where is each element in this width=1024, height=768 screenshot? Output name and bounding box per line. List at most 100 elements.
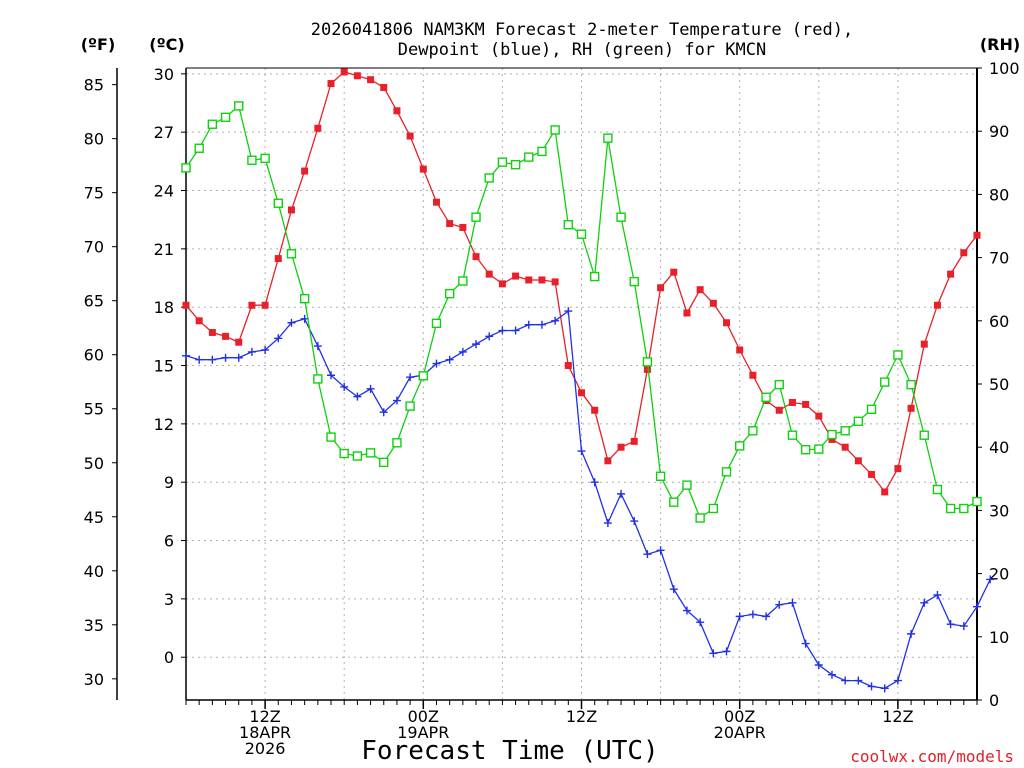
dewpoint-point	[946, 620, 955, 629]
dewpoint-point	[893, 676, 902, 685]
rh-point	[761, 392, 771, 402]
temperature-point	[788, 398, 796, 406]
dewpoint-point	[973, 602, 981, 611]
dewpoint-point	[933, 590, 942, 599]
rh-tick-label: 0	[989, 691, 999, 710]
temperature-point	[591, 406, 599, 414]
dewpoint-point	[564, 307, 573, 316]
rh-point	[247, 155, 257, 165]
rh-point	[866, 404, 877, 414]
rh-point	[234, 101, 244, 111]
rh-tick-label: 50	[989, 375, 1009, 394]
temperature-point	[854, 457, 862, 465]
temperature-point	[564, 362, 572, 370]
rh-point	[365, 448, 376, 458]
rh-tick-label: 80	[989, 185, 1009, 204]
temperature-point	[723, 319, 731, 327]
celsius-tick-label: 24	[154, 182, 174, 201]
x-tick-label: 20APR	[714, 723, 766, 742]
temperature-point	[960, 249, 968, 257]
rh-point	[669, 497, 679, 507]
dewpoint-line	[185, 309, 991, 689]
rh-point	[484, 173, 494, 183]
rh-point	[431, 318, 442, 329]
rh-point	[840, 426, 850, 436]
rh-point	[458, 276, 468, 286]
rh-point	[260, 153, 270, 164]
x-tick-label: 00Z	[724, 707, 755, 726]
temperature-point	[208, 328, 216, 336]
dewpoint-point	[182, 351, 190, 360]
temperature-point	[657, 284, 665, 292]
rh-point	[972, 496, 982, 507]
rh-series	[181, 101, 982, 523]
temperature-point	[775, 406, 783, 414]
dewpoint-point	[195, 355, 204, 364]
dewpoint-point	[313, 342, 322, 351]
dewpoint-point	[880, 684, 889, 693]
rh-unit-label: (RH)	[980, 35, 1020, 54]
temperature-series	[182, 68, 981, 496]
dewpoint-point	[656, 546, 665, 555]
rh-point	[906, 379, 916, 390]
rh-tick-label: 40	[989, 438, 1009, 457]
temperature-point	[709, 299, 717, 307]
dewpoint-point	[247, 347, 256, 356]
rh-point	[853, 416, 864, 426]
temperature-point	[235, 338, 243, 346]
rh-point	[919, 430, 929, 440]
temperature-point	[182, 301, 190, 309]
x-tick-label: 18APR	[239, 723, 291, 742]
axes: 30 35 40 45 50 55 60 65 70 75 80 85 0 3 6 9 12 15 18 21 24 27…	[84, 59, 1020, 758]
fahrenheit-tick-label: 65	[84, 292, 104, 311]
dewpoint-point	[340, 382, 349, 391]
dewpoint-point	[511, 326, 520, 335]
rh-point	[326, 432, 336, 442]
celsius-tick-label: 9	[164, 473, 174, 492]
dewpoint-point	[261, 345, 270, 354]
rh-point	[695, 513, 705, 523]
temperature-point	[498, 280, 506, 288]
dewpoint-point	[353, 392, 362, 401]
dewpoint-point	[867, 682, 876, 691]
dewpoint-point	[854, 676, 863, 685]
temperature-point	[907, 404, 915, 412]
fahrenheit-tick-label: 45	[84, 508, 104, 527]
temperature-point	[578, 389, 585, 397]
dewpoint-point	[498, 326, 507, 335]
dewpoint-point	[458, 347, 467, 356]
rh-point	[207, 119, 218, 129]
rh-point	[603, 133, 613, 143]
dewpoint-point	[643, 550, 652, 559]
dewpoint-point	[590, 478, 599, 487]
rh-point	[563, 220, 574, 230]
dewpoint-point	[577, 447, 586, 456]
temperature-point	[327, 80, 335, 88]
rh-point	[959, 503, 969, 514]
x-tick-label: 12Z	[566, 707, 597, 726]
dewpoint-point	[722, 647, 731, 656]
temperature-point	[485, 270, 493, 278]
rh-point	[471, 212, 481, 222]
dewpoint-point	[379, 408, 388, 417]
dewpoint-point	[445, 355, 454, 364]
dewpoint-point	[907, 629, 916, 638]
dewpoint-point	[841, 676, 850, 685]
dewpoint-point	[366, 384, 375, 393]
rh-point	[735, 441, 745, 451]
x-tick-label: 19APR	[397, 723, 449, 742]
temperature-point	[380, 83, 388, 91]
temperature-point	[749, 371, 757, 379]
rh-tick-label: 30	[989, 501, 1009, 520]
rh-point	[405, 401, 415, 411]
temperature-point	[920, 340, 928, 348]
rh-point	[444, 288, 455, 299]
fahrenheit-tick-label: 60	[84, 346, 104, 365]
x-axis-title: Forecast Time (UTC)	[361, 736, 658, 766]
temperature-point	[630, 437, 638, 445]
celsius-tick-label: 30	[154, 65, 174, 84]
dewpoint-point	[406, 373, 415, 382]
rh-point	[510, 159, 521, 170]
rh-point	[497, 157, 508, 167]
fahrenheit-tick-label: 40	[84, 562, 104, 581]
